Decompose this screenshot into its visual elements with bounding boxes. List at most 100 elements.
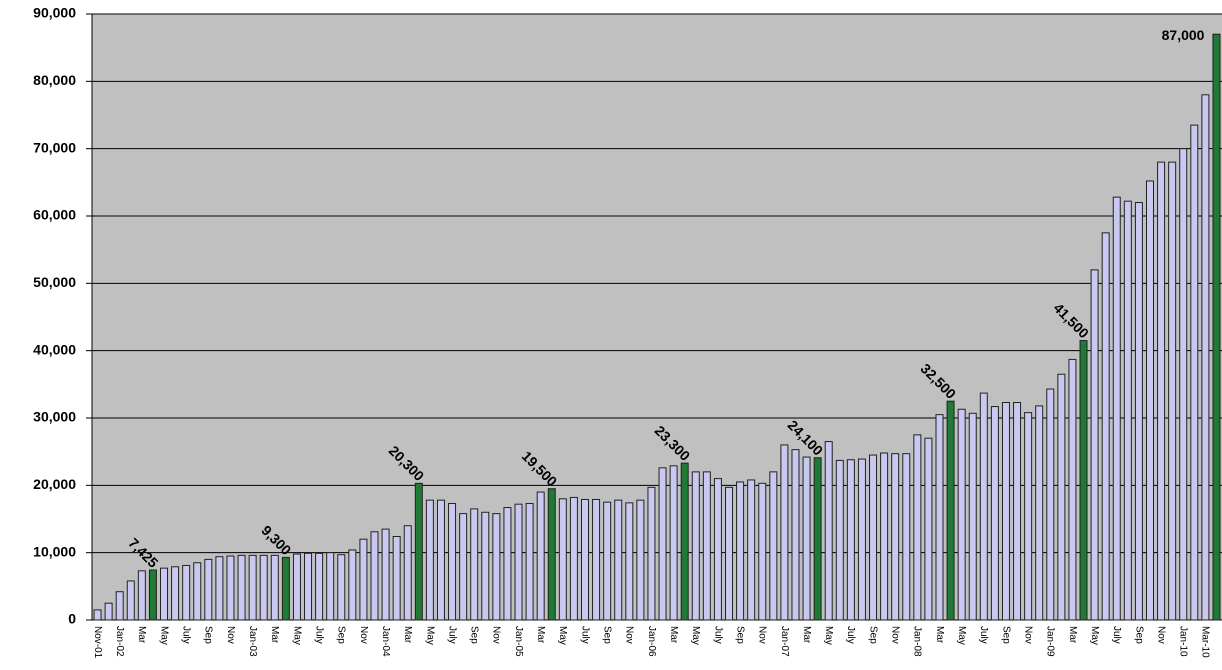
x-tick-label: Mar <box>934 626 945 644</box>
x-tick-label: Jan-02 <box>114 626 125 657</box>
x-tick-label: Mar <box>269 626 280 644</box>
bar <box>957 408 966 621</box>
bar <box>713 478 722 621</box>
bar <box>392 536 401 621</box>
bar <box>248 554 257 621</box>
bar <box>636 499 645 621</box>
bar <box>736 481 745 621</box>
bar <box>1079 340 1088 621</box>
x-tick-label: Jan-09 <box>1045 626 1056 657</box>
bar <box>204 558 213 621</box>
bar <box>891 453 900 621</box>
bar <box>913 434 922 621</box>
bar <box>1134 202 1143 621</box>
bar <box>1123 200 1132 621</box>
bar <box>403 525 412 621</box>
x-tick-label: May <box>291 626 302 645</box>
bar <box>846 459 855 621</box>
value-label: 87,000 <box>1162 27 1205 43</box>
bar <box>647 486 656 621</box>
bar <box>160 567 169 621</box>
bar <box>182 564 191 621</box>
x-tick-label: Nov <box>624 626 635 644</box>
x-tick-label: Sep <box>203 626 214 644</box>
bar <box>614 499 623 621</box>
bar <box>747 479 756 621</box>
y-tick-label: 30,000 <box>33 409 76 425</box>
x-tick-label: Mar <box>402 626 413 644</box>
bar <box>315 552 324 621</box>
bar <box>979 392 988 621</box>
bar <box>115 591 124 621</box>
x-tick-label: May <box>690 626 701 645</box>
bar <box>558 498 567 621</box>
bar <box>1145 180 1154 621</box>
bar <box>990 406 999 621</box>
bar <box>1212 33 1221 621</box>
x-tick-label: Nov <box>890 626 901 644</box>
bar <box>1068 358 1077 621</box>
bar <box>813 457 822 621</box>
y-tick-label: 60,000 <box>33 207 76 223</box>
x-tick-label: Nov <box>225 626 236 644</box>
y-tick-label: 40,000 <box>33 341 76 357</box>
x-tick-label: Sep <box>734 626 745 644</box>
bar <box>492 513 501 621</box>
bar <box>171 566 180 621</box>
bar <box>348 549 357 621</box>
bar <box>1179 148 1188 621</box>
x-tick-label: July <box>579 626 590 644</box>
y-tick-label: 50,000 <box>33 274 76 290</box>
y-tick-label: 20,000 <box>33 476 76 492</box>
x-tick-label: Nov <box>1022 626 1033 644</box>
bar <box>536 491 545 621</box>
y-tick-label: 70,000 <box>33 139 76 155</box>
bar <box>758 482 767 621</box>
x-tick-label: Sep <box>469 626 480 644</box>
x-tick-label: Sep <box>1133 626 1144 644</box>
bar <box>791 449 800 621</box>
bar <box>425 499 434 621</box>
x-tick-label: Jan-08 <box>912 626 923 657</box>
bar <box>702 471 711 621</box>
x-tick-label: Nov-01 <box>92 626 103 659</box>
x-tick-label: Mar <box>535 626 546 644</box>
bar <box>802 456 811 621</box>
bar <box>824 441 833 621</box>
x-tick-label: Jan-04 <box>380 626 391 657</box>
x-tick-label: Nov <box>358 626 369 644</box>
bar <box>869 454 878 621</box>
x-tick-label: Mar <box>136 626 147 644</box>
bar <box>547 488 556 621</box>
bar <box>691 471 700 621</box>
x-tick-label: Jan-10 <box>1178 626 1189 657</box>
bar <box>1112 196 1121 621</box>
y-tick-label: 0 <box>68 611 76 627</box>
x-tick-label: Mar <box>801 626 812 644</box>
bar <box>525 503 534 621</box>
x-tick-label: July <box>845 626 856 644</box>
bar <box>968 412 977 621</box>
bar <box>481 511 490 621</box>
bar <box>126 580 135 621</box>
bar <box>1013 402 1022 621</box>
bar <box>459 513 468 621</box>
x-tick-label: May <box>158 626 169 645</box>
bar <box>1057 373 1066 621</box>
bar <box>580 498 589 621</box>
bar <box>946 400 955 621</box>
bar <box>902 453 911 621</box>
bar <box>359 538 368 621</box>
bar <box>680 462 689 621</box>
x-tick-label: Sep <box>602 626 613 644</box>
bar <box>1035 405 1044 621</box>
bar <box>669 465 678 621</box>
x-tick-label: Mar <box>1067 626 1078 644</box>
bar <box>137 570 146 621</box>
bar <box>292 553 301 621</box>
bar <box>725 486 734 621</box>
x-tick-label: July <box>446 626 457 644</box>
bar <box>104 602 113 621</box>
bar <box>93 609 102 621</box>
